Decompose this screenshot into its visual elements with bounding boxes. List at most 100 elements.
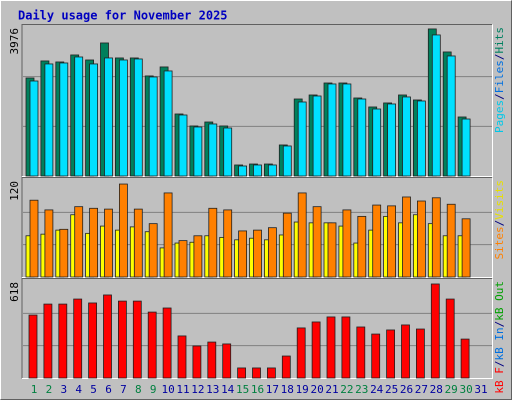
bar [296,327,306,379]
bar [119,59,128,177]
y-tick-label: 120 [8,181,21,201]
x-tick-label: 14 [221,383,235,396]
bar [43,303,53,379]
bar [238,230,248,278]
bar [147,311,157,379]
legend-entry: kB F [493,367,506,394]
bar [59,228,69,278]
bar [342,83,352,177]
legend-separator: / [493,361,506,368]
bar [461,118,471,177]
legend-entry: kB Out [493,281,506,321]
bar [223,209,233,278]
bevel [21,24,492,177]
bar [445,298,455,379]
x-tick-label: 11 [176,383,189,396]
bar [178,114,188,177]
bar [163,70,173,177]
bar [430,283,440,379]
bar [281,355,291,379]
x-tick-label: 31 [474,383,487,396]
bar [208,207,218,278]
bar [402,96,411,177]
bar [327,83,337,177]
bar [282,145,292,177]
bar [342,209,352,278]
bar [401,324,410,379]
bar [148,223,158,278]
bar [133,208,143,278]
bar [88,302,97,379]
bar [252,367,261,379]
legend-separator: / [493,220,506,227]
x-tick-label: 28 [430,383,443,396]
legend: Sites/Visits [493,180,506,260]
bar [460,338,470,379]
x-tick-label: 13 [206,383,219,396]
bar [297,101,307,177]
bar [386,329,396,379]
legend-entry: Pages [493,100,506,133]
bar [312,95,322,177]
bar [431,197,441,278]
bar [416,200,426,278]
bar [222,343,232,379]
bar [341,316,351,379]
bar [223,127,233,177]
bar [44,209,54,278]
bar [162,307,172,379]
bar [461,218,471,278]
bar [387,205,397,278]
bevel [22,278,493,379]
legend: kB F/kB In/kB Out [493,281,506,394]
bevel [22,24,493,177]
bar [357,98,367,177]
x-tick-label: 24 [370,383,384,396]
x-tick-label: 10 [161,383,174,396]
x-tick-label: 12 [191,383,204,396]
x-tick-label: 27 [415,383,428,396]
legend: Pages/Files/Hits [493,27,506,133]
bar [193,235,203,278]
x-tick-label: 15 [236,383,249,396]
bar [356,326,366,379]
bevel [21,278,492,379]
legend-entry: kB In [493,327,506,360]
x-tick-label: 21 [325,383,338,396]
x-tick-label: 22 [340,383,353,396]
x-tick-label: 23 [355,383,368,396]
x-tick-label: 5 [90,383,97,396]
bar [253,229,262,278]
legend-entry: Files [493,60,506,93]
bar [326,316,336,379]
y-tick-label: 618 [8,282,21,302]
chart-title: Daily usage for November 2025 [18,9,228,23]
x-tick-label: 18 [281,383,294,396]
bar [192,345,202,379]
x-tick-label: 4 [75,383,82,396]
bar [163,192,173,278]
bar [193,126,203,177]
y-tick-label: 3976 [8,28,21,55]
bar [104,208,113,278]
bar [177,335,187,379]
bar [29,199,39,278]
bar [133,58,143,177]
bar [73,298,83,379]
bar [59,62,69,177]
bar [148,76,158,177]
bar [431,34,441,177]
bar [446,203,456,278]
bar [357,215,367,278]
bevel [21,177,492,278]
bar [28,314,38,379]
bar [282,212,292,278]
x-tick-label: 16 [251,383,264,396]
bar [89,207,98,278]
legend-separator: / [493,93,506,100]
bar [29,80,39,177]
bar [446,55,456,177]
bar [267,164,277,177]
bar [415,328,425,379]
